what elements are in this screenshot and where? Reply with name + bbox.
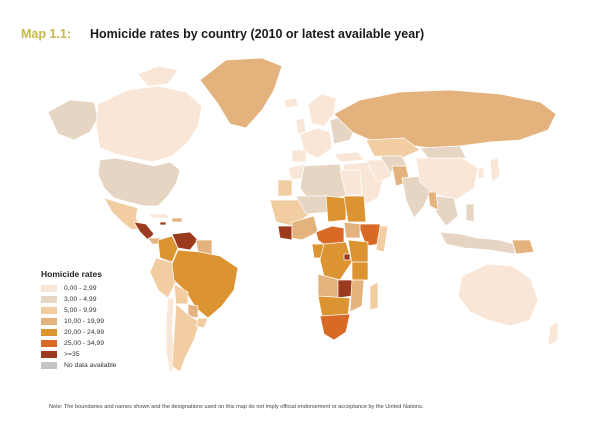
region-greenland xyxy=(199,57,283,129)
region-egypt xyxy=(339,169,363,197)
region-brazil xyxy=(171,249,239,319)
region-rwanda xyxy=(343,253,351,261)
legend-label: 20,00 - 24,99 xyxy=(64,329,105,336)
region-uk xyxy=(295,117,307,135)
legend-items: 0,00 - 2,99 3,00 - 4,99 5,00 - 9,99 10,00 -… xyxy=(41,283,117,371)
region-australia xyxy=(457,263,539,327)
region-colombia xyxy=(157,235,179,263)
legend-swatch xyxy=(41,296,57,303)
region-sudan xyxy=(343,195,367,223)
region-usa xyxy=(97,157,181,207)
region-china xyxy=(415,157,479,201)
region-chad xyxy=(325,195,347,223)
legend-item: 20,00 - 24,99 xyxy=(41,327,117,338)
region-namibia-botswana xyxy=(317,295,351,317)
legend-label: 0,00 - 2,99 xyxy=(64,285,97,292)
region-indonesia xyxy=(439,231,521,255)
region-jamaica xyxy=(159,221,167,226)
region-south-sudan xyxy=(343,221,361,239)
legend-item: 10,00 - 19,99 xyxy=(41,316,117,327)
legend-swatch xyxy=(41,340,57,347)
legend-label: 25,00 - 34,99 xyxy=(64,340,105,347)
region-turkey xyxy=(333,151,365,163)
legend-label: No data available xyxy=(64,362,117,369)
legend-item: 3,00 - 4,99 xyxy=(41,294,117,305)
map-header: Map 1.1: Homicide rates by country (2010… xyxy=(21,27,424,41)
region-papua xyxy=(511,239,535,255)
region-alaska xyxy=(47,99,99,141)
region-drc xyxy=(319,241,353,281)
region-iberia xyxy=(291,149,307,163)
region-iran xyxy=(365,159,393,183)
region-western-sahara xyxy=(277,179,293,197)
legend-item: 5,00 - 9,99 xyxy=(41,305,117,316)
legend-item: 25,00 - 34,99 xyxy=(41,338,117,349)
legend-item: >=35 xyxy=(41,349,117,360)
region-japan xyxy=(489,157,501,183)
legend-swatch xyxy=(41,351,57,358)
legend-item: No data available xyxy=(41,360,117,371)
legend-title: Homicide rates xyxy=(41,269,102,279)
legend-label: 5,00 - 9,99 xyxy=(64,307,97,314)
region-somalia xyxy=(375,225,389,253)
legend-swatch xyxy=(41,362,57,369)
region-kazakhstan xyxy=(365,137,421,159)
region-cuba xyxy=(147,213,171,219)
region-new-zealand xyxy=(547,321,559,347)
region-zambia xyxy=(337,279,353,299)
region-uruguay xyxy=(195,317,209,329)
legend-label: 3,00 - 4,99 xyxy=(64,296,97,303)
region-myanmar xyxy=(427,191,439,211)
region-canada xyxy=(95,85,203,163)
legend-swatch xyxy=(41,329,57,336)
region-cote-divoire xyxy=(277,225,293,241)
map-number: Map 1.1: xyxy=(21,27,72,41)
legend-label: >=35 xyxy=(64,351,80,358)
region-mongolia xyxy=(419,145,467,161)
legend-swatch xyxy=(41,285,57,292)
legend-swatch xyxy=(41,307,57,314)
region-madagascar xyxy=(369,281,379,311)
region-iceland xyxy=(283,97,299,109)
region-korea xyxy=(477,167,485,179)
region-mozambique xyxy=(349,279,365,313)
region-southeast-asia xyxy=(433,195,459,227)
region-russia xyxy=(333,89,557,149)
region-hispaniola xyxy=(171,217,183,223)
region-central-america xyxy=(133,221,155,241)
legend-swatch xyxy=(41,318,57,325)
region-south-africa xyxy=(319,313,351,341)
region-philippines xyxy=(465,203,475,223)
map-title: Homicide rates by country (2010 or lates… xyxy=(90,27,425,41)
legend-label: 10,00 - 19,99 xyxy=(64,318,105,325)
legend-item: 0,00 - 2,99 xyxy=(41,283,117,294)
region-tanzania xyxy=(351,261,369,281)
region-venezuela xyxy=(171,231,199,251)
region-arctic-islands xyxy=(137,65,179,87)
map-note: Note: The boundaries and names shown and… xyxy=(49,404,424,410)
legend: Homicide rates 0,00 - 2,99 3,00 - 4,99 5,0… xyxy=(41,269,117,371)
region-ghana-nigeria xyxy=(291,215,319,241)
region-argentina xyxy=(171,303,201,373)
